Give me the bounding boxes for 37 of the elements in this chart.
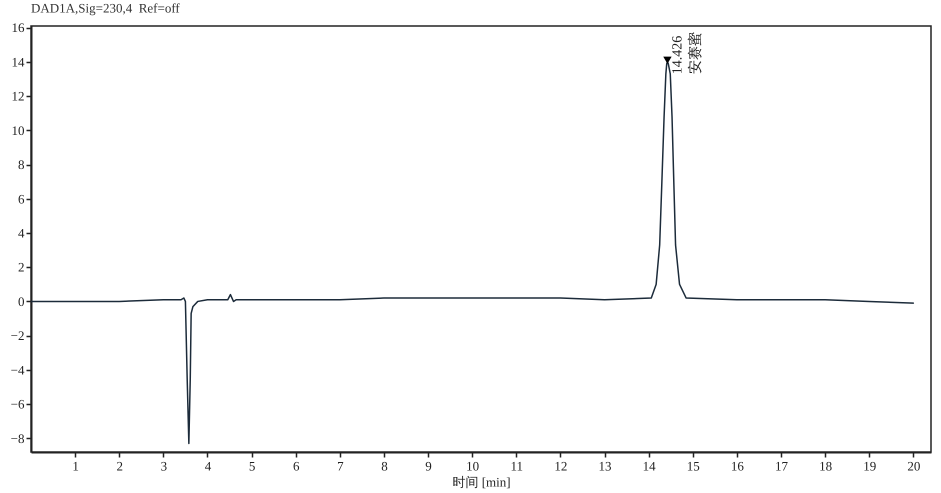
x-tick-label: 5: [248, 458, 256, 474]
y-tick-label: 0: [18, 294, 24, 309]
chart-title: DAD1A,Sig=230,4 Ref=off: [31, 0, 180, 16]
x-tick-label: 13: [598, 458, 612, 474]
x-tick-label: 10: [466, 458, 480, 474]
y-tick-label: −2: [10, 328, 24, 344]
x-tick-label: 20: [907, 458, 920, 474]
y-tick-label: 2: [18, 260, 24, 275]
y-tick-label: −4: [10, 362, 25, 378]
x-tick-label: 17: [775, 458, 788, 474]
x-tick-label: 2: [116, 458, 123, 474]
x-tick-label: 18: [819, 458, 832, 474]
x-tick-label: 14: [642, 458, 656, 474]
y-tick-label: 16: [12, 20, 25, 36]
x-tick-label: 1: [72, 458, 79, 474]
y-tick-label: 4: [18, 226, 25, 241]
x-tick-label: 9: [425, 458, 432, 474]
x-tick-label: 7: [337, 458, 344, 474]
x-tick-label: 12: [554, 458, 568, 474]
y-tick-label: 8: [18, 157, 24, 172]
y-tick-label: 6: [18, 191, 25, 206]
annotation: 安赛蜜: [687, 32, 704, 74]
x-tick-label: 16: [730, 458, 744, 474]
x-axis-title: 时间 [min]: [452, 474, 511, 490]
annotation: 14.426: [670, 36, 686, 74]
y-tick-label: 10: [12, 122, 24, 138]
y-tick-label: 14: [12, 54, 25, 70]
y-tick-label: −6: [10, 396, 25, 412]
x-tick-label: 19: [863, 458, 876, 474]
y-tick-label: −8: [10, 430, 24, 446]
x-tick-label: 11: [510, 458, 524, 474]
y-tick-label: 12: [12, 88, 24, 104]
x-tick-label: 15: [686, 458, 700, 474]
x-tick-label: 4: [204, 458, 212, 474]
x-tick-label: 6: [292, 458, 300, 474]
x-tick-label: 3: [160, 458, 168, 474]
x-tick-label: 8: [381, 458, 388, 474]
